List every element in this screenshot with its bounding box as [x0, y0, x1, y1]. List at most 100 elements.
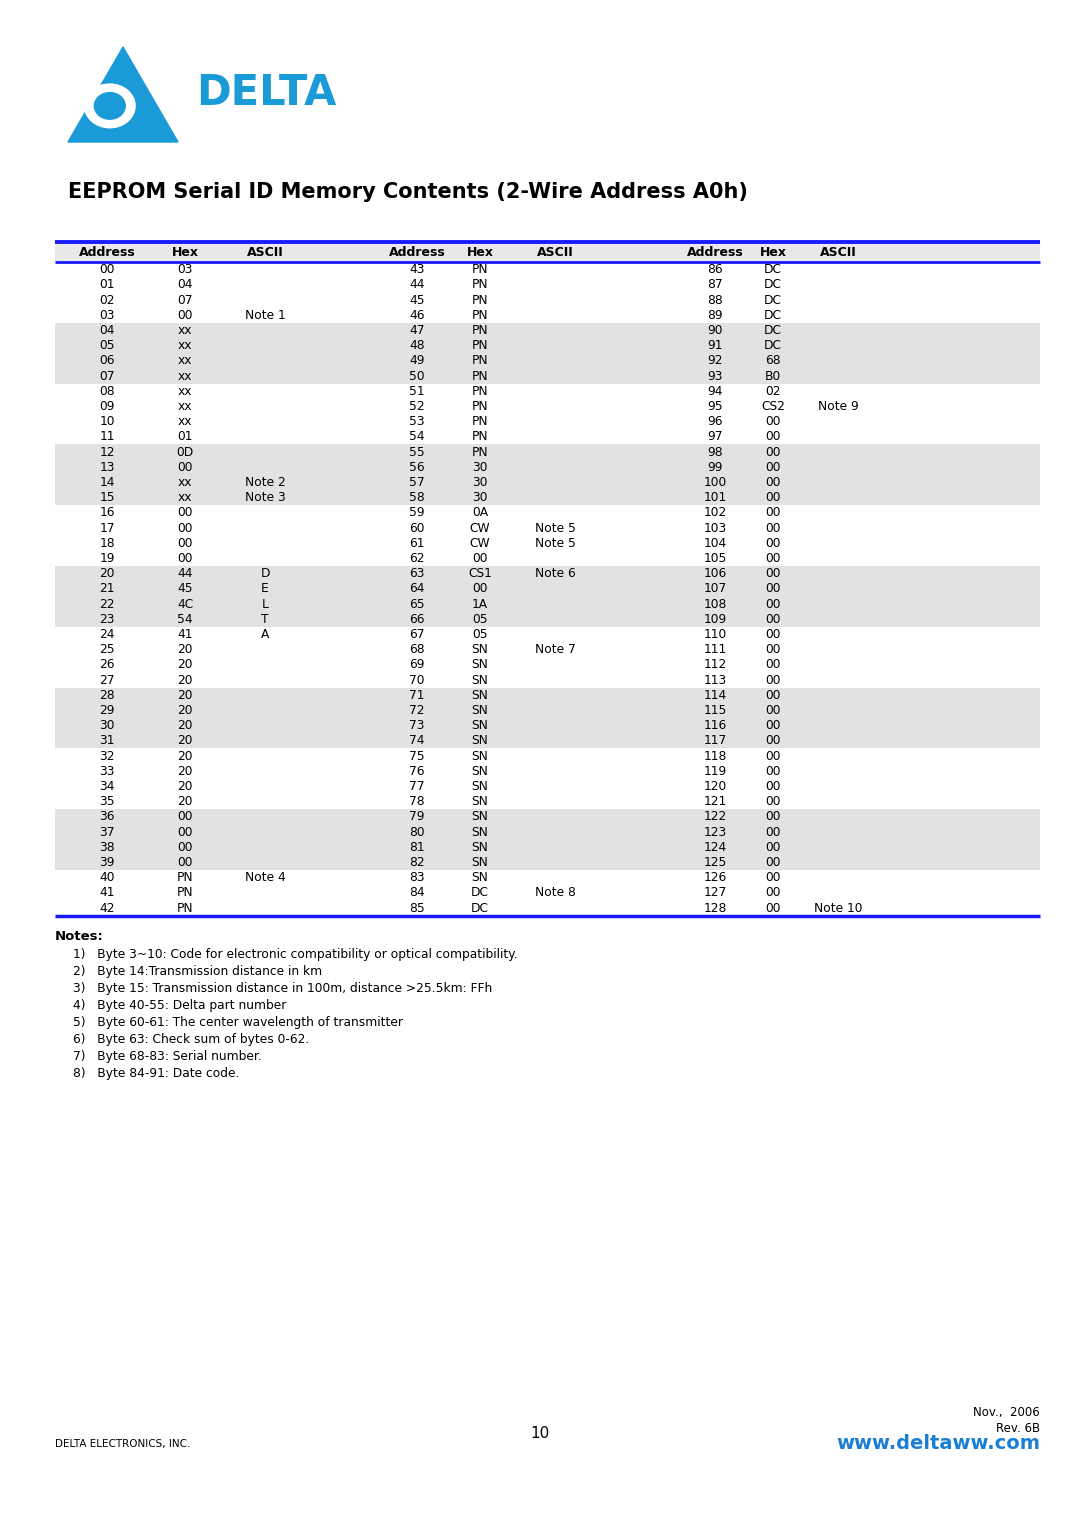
Text: SN: SN: [472, 704, 488, 716]
Text: SN: SN: [472, 765, 488, 777]
Text: 01: 01: [99, 278, 114, 292]
Text: 06: 06: [99, 354, 114, 368]
Bar: [55, 337, 1040, 353]
Text: 34: 34: [99, 780, 114, 793]
Text: 35: 35: [99, 796, 114, 808]
Text: 95: 95: [707, 400, 723, 412]
Text: 00: 00: [766, 536, 781, 550]
Text: 119: 119: [703, 765, 727, 777]
Text: 79: 79: [409, 811, 424, 823]
Text: 19: 19: [99, 551, 114, 565]
Text: 92: 92: [707, 354, 723, 368]
Text: DC: DC: [764, 278, 782, 292]
Text: PN: PN: [472, 385, 488, 397]
Text: 41: 41: [99, 886, 114, 899]
Text: 97: 97: [707, 431, 723, 443]
Text: Hex: Hex: [467, 246, 494, 258]
Text: 22: 22: [99, 597, 114, 611]
Text: 114: 114: [703, 689, 727, 702]
Text: 29: 29: [99, 704, 114, 716]
Text: DC: DC: [471, 901, 489, 915]
Text: 10: 10: [530, 1426, 550, 1441]
Text: SN: SN: [472, 673, 488, 687]
Text: 15: 15: [99, 492, 114, 504]
Text: SN: SN: [472, 870, 488, 884]
Text: 80: 80: [409, 826, 424, 838]
Text: 25: 25: [99, 643, 114, 657]
Text: E: E: [261, 582, 269, 596]
Text: 10: 10: [99, 415, 114, 428]
Text: PN: PN: [472, 415, 488, 428]
Text: ASCII: ASCII: [246, 246, 283, 258]
Text: 16: 16: [99, 507, 114, 519]
Text: 78: 78: [409, 796, 424, 808]
Text: 73: 73: [409, 719, 424, 731]
Text: DELTA: DELTA: [195, 72, 336, 113]
Text: 30: 30: [99, 719, 114, 731]
Text: 96: 96: [707, 415, 723, 428]
Text: 44: 44: [177, 567, 192, 580]
Text: 85: 85: [409, 901, 424, 915]
Text: xx: xx: [178, 385, 192, 397]
Text: 00: 00: [766, 461, 781, 473]
Text: 3)   Byte 15: Transmission distance in 100m, distance >25.5km: FFh: 3) Byte 15: Transmission distance in 100…: [73, 982, 492, 994]
Text: 118: 118: [703, 750, 727, 762]
Text: 00: 00: [177, 826, 192, 838]
Text: Rev. 6B: Rev. 6B: [996, 1422, 1040, 1435]
Text: 52: 52: [409, 400, 424, 412]
Text: 14: 14: [99, 476, 114, 489]
Text: 00: 00: [766, 492, 781, 504]
Text: 67: 67: [409, 628, 424, 641]
Text: Note 7: Note 7: [535, 643, 576, 657]
Text: 00: 00: [766, 704, 781, 716]
Bar: [55, 241, 1040, 263]
Text: 18: 18: [99, 536, 114, 550]
Text: 113: 113: [703, 673, 727, 687]
Bar: [55, 368, 1040, 383]
Text: 104: 104: [703, 536, 727, 550]
Text: 03: 03: [177, 263, 192, 276]
Text: 00: 00: [766, 811, 781, 823]
Text: 08: 08: [99, 385, 114, 397]
Text: PN: PN: [472, 339, 488, 353]
Text: 00: 00: [766, 841, 781, 854]
Text: 39: 39: [99, 857, 114, 869]
Text: 02: 02: [99, 293, 114, 307]
Text: 11: 11: [99, 431, 114, 443]
Bar: [55, 322, 1040, 337]
Text: 63: 63: [409, 567, 424, 580]
Text: 00: 00: [766, 582, 781, 596]
Text: 00: 00: [766, 765, 781, 777]
Text: 02: 02: [766, 385, 781, 397]
Text: Note 2: Note 2: [245, 476, 285, 489]
Text: 116: 116: [703, 719, 727, 731]
Text: 54: 54: [177, 612, 193, 626]
Text: 00: 00: [177, 461, 192, 473]
Text: 68: 68: [766, 354, 781, 368]
Text: 62: 62: [409, 551, 424, 565]
Text: 00: 00: [177, 551, 192, 565]
Text: 112: 112: [703, 658, 727, 672]
Text: SN: SN: [472, 796, 488, 808]
Text: Note 9: Note 9: [818, 400, 859, 412]
Text: 32: 32: [99, 750, 114, 762]
Text: 00: 00: [177, 507, 192, 519]
Text: 31: 31: [99, 734, 114, 747]
Text: 53: 53: [409, 415, 424, 428]
Text: 0D: 0D: [176, 446, 193, 458]
Text: 106: 106: [703, 567, 727, 580]
Text: 00: 00: [766, 415, 781, 428]
Text: 93: 93: [707, 370, 723, 382]
Text: 00: 00: [766, 719, 781, 731]
Text: 1A: 1A: [472, 597, 488, 611]
Text: www.deltaww.com: www.deltaww.com: [836, 1434, 1040, 1454]
Text: 00: 00: [177, 522, 192, 534]
Text: 00: 00: [99, 263, 114, 276]
Text: 00: 00: [766, 750, 781, 762]
Bar: [55, 825, 1040, 840]
Text: 00: 00: [766, 628, 781, 641]
Text: 13: 13: [99, 461, 114, 473]
Text: 5)   Byte 60-61: The center wavelength of transmitter: 5) Byte 60-61: The center wavelength of …: [73, 1015, 403, 1029]
Text: 00: 00: [472, 551, 488, 565]
Text: DC: DC: [764, 308, 782, 322]
